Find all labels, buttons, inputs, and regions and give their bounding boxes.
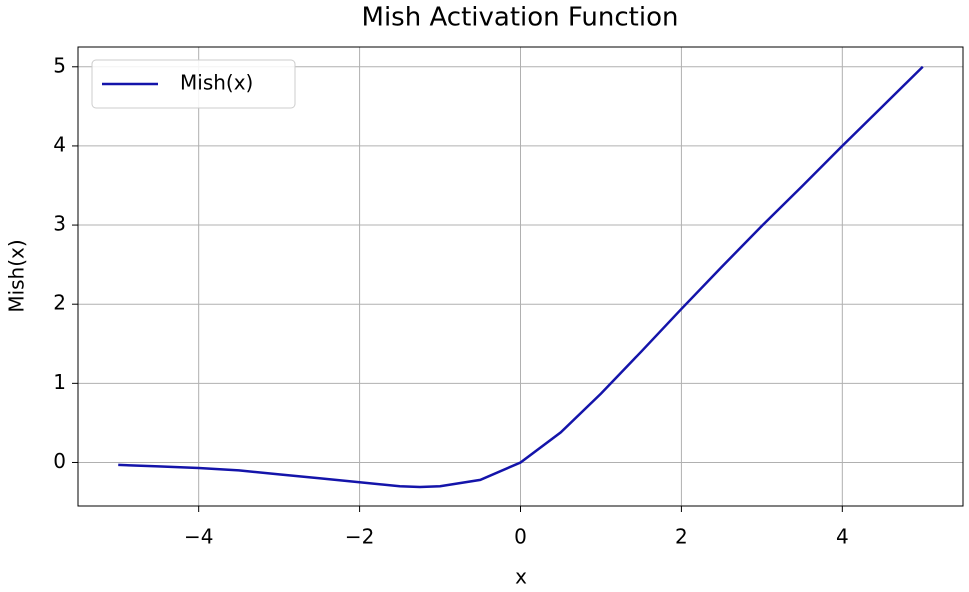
line-series — [118, 65, 924, 489]
legend-box — [91, 59, 296, 109]
y-tick-label: 0 — [53, 449, 66, 473]
chart-title: Mish Activation Function — [362, 3, 679, 33]
y-tick-label: 5 — [53, 53, 66, 77]
y-axis-label: Mish(x) — [5, 239, 29, 312]
y-tick-label: 2 — [53, 291, 66, 315]
x-tick-label: 0 — [514, 525, 527, 549]
x-tick-label: −2 — [345, 525, 374, 549]
x-axis-label: x — [515, 565, 527, 589]
plot-frame — [77, 46, 964, 507]
legend-label: Mish(x) — [180, 71, 253, 95]
y-tick-label: 1 — [53, 370, 66, 394]
x-tick-label: 4 — [836, 525, 849, 549]
x-tick-label: 2 — [675, 525, 688, 549]
y-tick-label: 4 — [53, 132, 66, 156]
y-tick-label: 3 — [53, 212, 66, 236]
x-tick-label: −4 — [184, 525, 213, 549]
